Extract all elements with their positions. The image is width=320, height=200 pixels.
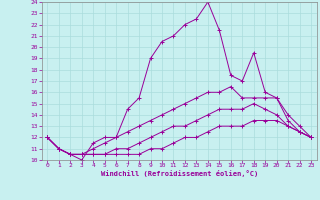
X-axis label: Windchill (Refroidissement éolien,°C): Windchill (Refroidissement éolien,°C) bbox=[100, 170, 258, 177]
